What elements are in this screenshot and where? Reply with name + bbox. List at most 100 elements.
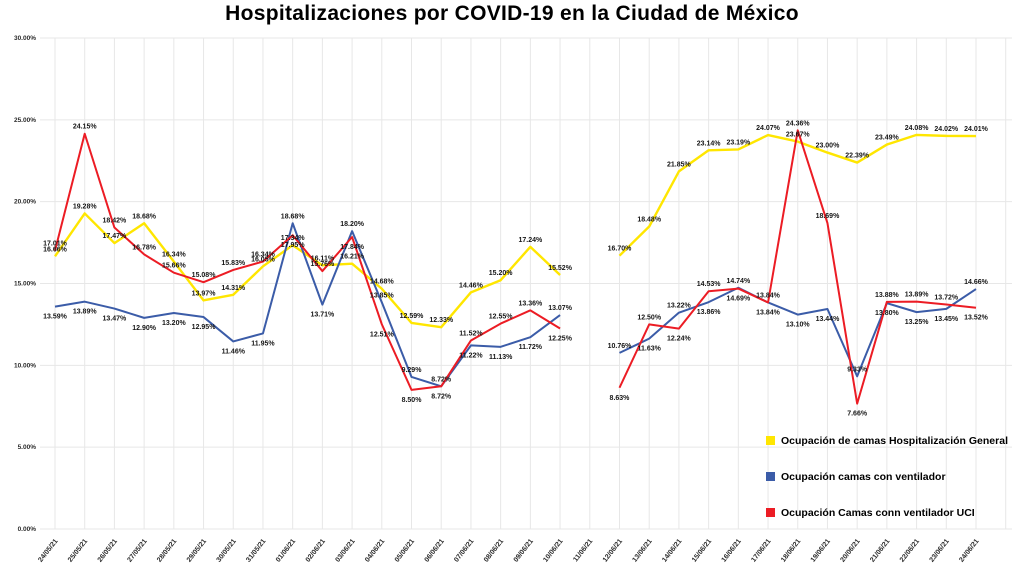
data-point-label: 15.52% [548, 265, 573, 272]
data-point-label: 13.97% [192, 290, 217, 297]
data-point-label: 9.33% [847, 366, 868, 373]
legend-label: Ocupación de camas Hospitalización Gener… [781, 434, 1008, 447]
series-line-2 [618, 129, 977, 405]
data-point-label: 23.00% [816, 143, 841, 150]
data-point-label: 8.63% [610, 395, 631, 402]
data-point-label: 7.66% [847, 411, 868, 418]
x-axis-label: 03/06/21 [334, 538, 356, 564]
data-point-label: 14.68% [370, 279, 395, 286]
x-axis-label: 06/06/21 [424, 538, 446, 564]
data-point-label: 12.90% [132, 325, 157, 332]
data-point-label: 13.20% [162, 320, 187, 327]
legend-label: Ocupación camas con ventilador [781, 470, 946, 483]
x-axis-label: 08/06/21 [483, 538, 505, 564]
legend-swatch-icon [766, 472, 775, 481]
data-point-label: 18.68% [132, 213, 157, 220]
data-point-label: 17.84% [340, 244, 365, 251]
data-point-label: 23.14% [697, 140, 722, 147]
data-point-label: 16.11% [311, 255, 335, 262]
x-axis-label: 16/06/21 [721, 538, 743, 564]
data-point-label: 18.20% [340, 221, 365, 228]
data-point-label: 15.83% [221, 260, 246, 267]
data-point-label: 11.22% [459, 352, 483, 359]
legend-item: Ocupación camas con ventilador [766, 470, 1008, 483]
data-point-label: 13.45% [934, 316, 959, 323]
data-point-label: 15.66% [162, 263, 187, 270]
legend-swatch-icon [766, 508, 775, 517]
legend-label: Ocupación Camas conn ventilador UCI [781, 506, 975, 519]
data-point-label: 13.80% [875, 310, 900, 317]
y-axis-label: 15.00% [14, 281, 36, 288]
data-point-label: 8.72% [431, 376, 452, 383]
legend-item: Ocupación de camas Hospitalización Gener… [766, 434, 1008, 447]
x-axis-label: 13/06/21 [631, 538, 653, 564]
data-point-label: 11.52% [459, 330, 483, 337]
data-point-label: 15.08% [192, 272, 217, 279]
x-axis-label: 01/06/21 [275, 538, 297, 564]
data-point-label: 22.39% [845, 153, 870, 160]
data-point-label: 15.20% [489, 270, 514, 277]
data-point-label: 12.33% [429, 317, 454, 324]
data-point-label: 13.89% [73, 309, 98, 316]
data-point-label: 13.84% [756, 292, 781, 299]
y-axis-label: 20.00% [14, 199, 36, 206]
x-axis-label: 11/06/21 [572, 538, 594, 564]
y-axis-label: 5.00% [18, 444, 37, 451]
data-point-label: 16.66% [43, 246, 68, 253]
data-point-label: 13.72% [934, 294, 959, 301]
x-axis-label: 28/05/21 [156, 538, 178, 564]
data-point-label: 9.29% [402, 367, 423, 374]
chart-legend: Ocupación de camas Hospitalización Gener… [766, 434, 1008, 542]
data-point-label: 24.07% [756, 125, 781, 132]
data-point-label: 23.19% [726, 139, 751, 146]
x-axis-label: 05/06/21 [394, 538, 416, 564]
y-axis-label: 25.00% [14, 117, 36, 124]
x-axis-label: 09/06/21 [513, 538, 535, 564]
data-point-label: 17.34% [281, 235, 306, 242]
series-line-1 [619, 286, 977, 378]
x-axis-label: 02/06/21 [305, 538, 327, 564]
data-point-label: 12.95% [192, 324, 217, 331]
data-point-label: 13.07% [548, 305, 573, 312]
y-axis-label: 30.00% [14, 35, 36, 42]
x-axis-label: 15/06/21 [691, 538, 713, 564]
data-point-label: 14.74% [726, 278, 751, 285]
data-point-label: 17.47% [103, 233, 128, 240]
data-point-label: 16.21% [340, 254, 365, 261]
data-point-label: 14.46% [459, 282, 484, 289]
data-point-label: 24.36% [786, 120, 811, 127]
legend-swatch-icon [766, 436, 775, 445]
data-point-label: 13.84% [756, 309, 781, 316]
data-point-label: 12.59% [400, 313, 425, 320]
chart-title: Hospitalizaciones por COVID-19 en la Ciu… [225, 2, 799, 25]
data-point-label: 11.72% [519, 344, 543, 351]
data-point-label: 11.63% [638, 346, 662, 353]
series-line-2 [54, 132, 561, 391]
data-point-label: 18.68% [281, 213, 306, 220]
series-line-0 [54, 212, 561, 329]
data-point-label: 13.22% [667, 303, 692, 310]
data-point-label: 18.48% [637, 217, 662, 224]
x-axis-label: 27/05/21 [126, 538, 148, 564]
data-point-label: 8.72% [431, 393, 452, 400]
data-point-label: 13.89% [905, 292, 930, 299]
x-axis-label: 29/05/21 [186, 538, 208, 564]
data-point-label: 19.28% [73, 203, 98, 210]
x-axis-label: 30/05/21 [216, 538, 238, 564]
data-point-label: 14.31% [221, 285, 246, 292]
data-point-label: 18.69% [816, 213, 841, 220]
data-point-label: 23.67% [786, 132, 811, 139]
data-point-label: 12.55% [489, 314, 514, 321]
legend-item: Ocupación Camas conn ventilador UCI [766, 506, 1008, 519]
data-point-label: 13.10% [786, 322, 811, 329]
x-axis-label: 26/05/21 [97, 538, 119, 564]
y-axis-label: 0.00% [18, 526, 37, 533]
data-point-label: 16.34% [162, 252, 187, 259]
data-point-label: 16.70% [608, 246, 633, 253]
data-point-label: 13.85% [370, 292, 395, 299]
data-point-label: 13.44% [816, 316, 841, 323]
data-point-label: 13.25% [905, 319, 930, 326]
x-axis-label: 12/06/21 [602, 538, 624, 564]
